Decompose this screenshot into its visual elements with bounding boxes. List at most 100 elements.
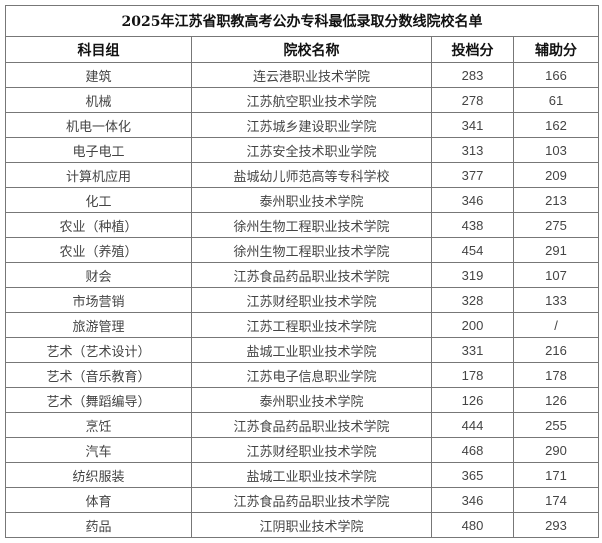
auxiliary-score-cell: 126 (512, 387, 600, 413)
admission-score-cell: 341 (431, 112, 514, 138)
admission-score-cell: 319 (431, 262, 514, 288)
auxiliary-score-cell: 61 (512, 87, 600, 113)
admission-score-cell: 480 (431, 512, 514, 538)
table-row: 市场营销 江苏财经职业技术学院 328 133 (5, 287, 600, 313)
admission-score-cell: 454 (431, 237, 514, 263)
admission-score-cell: 468 (431, 437, 514, 463)
subject-group-cell: 药品 (5, 512, 192, 538)
table-row: 财会 江苏食品药品职业技术学院 319 107 (5, 262, 600, 288)
admission-score-cell: 365 (431, 462, 514, 488)
auxiliary-score-cell: 291 (512, 237, 600, 263)
subject-group-cell: 市场营销 (5, 287, 192, 313)
school-name-cell: 江苏食品药品职业技术学院 (191, 487, 432, 513)
auxiliary-score-cell: 290 (512, 437, 600, 463)
auxiliary-score-cell: 209 (512, 162, 600, 188)
subject-group-cell: 艺术（艺术设计） (5, 337, 192, 363)
table-row: 机械 江苏航空职业技术学院 278 61 (5, 87, 600, 113)
subject-group-cell: 体育 (5, 487, 192, 513)
auxiliary-score-cell: / (512, 312, 600, 338)
auxiliary-score-cell: 255 (512, 412, 600, 438)
admission-score-cell: 178 (431, 362, 514, 388)
table-row: 机电一体化 江苏城乡建设职业学院 341 162 (5, 112, 600, 138)
subject-group-cell: 汽车 (5, 437, 192, 463)
auxiliary-score-cell: 171 (512, 462, 600, 488)
table-row: 化工 泰州职业技术学院 346 213 (5, 187, 600, 213)
admission-score-cell: 328 (431, 287, 514, 313)
admission-score-cell: 438 (431, 212, 514, 238)
auxiliary-score-cell: 216 (512, 337, 600, 363)
table-row: 农业（养殖） 徐州生物工程职业技术学院 454 291 (5, 237, 600, 263)
admission-score-cell: 346 (431, 187, 514, 213)
subject-group-cell: 机械 (5, 87, 192, 113)
school-name-cell: 江苏食品药品职业技术学院 (191, 412, 432, 438)
admission-score-table: 2025年江苏省职教高考公办专科最低录取分数线院校名单 科目组 院校名称 投档分… (4, 5, 600, 538)
admission-score-cell: 126 (431, 387, 514, 413)
auxiliary-score-cell: 275 (512, 212, 600, 238)
school-name-cell: 江苏食品药品职业技术学院 (191, 262, 432, 288)
table-row: 艺术（舞蹈编导） 泰州职业技术学院 126 126 (5, 387, 600, 413)
school-name-cell: 泰州职业技术学院 (191, 387, 432, 413)
table-row: 电子电工 江苏安全技术职业学院 313 103 (5, 137, 600, 163)
subject-group-cell: 化工 (5, 187, 192, 213)
school-name-cell: 江苏电子信息职业学院 (191, 362, 432, 388)
table-row: 汽车 江苏财经职业技术学院 468 290 (5, 437, 600, 463)
school-name-cell: 盐城幼儿师范高等专科学校 (191, 162, 432, 188)
admission-score-cell: 377 (431, 162, 514, 188)
table-row: 艺术（艺术设计） 盐城工业职业技术学院 331 216 (5, 337, 600, 363)
school-name-cell: 江苏财经职业技术学院 (191, 287, 432, 313)
subject-group-cell: 旅游管理 (5, 312, 192, 338)
table-row: 药品 江阴职业技术学院 480 293 (5, 512, 600, 538)
school-name-cell: 江苏航空职业技术学院 (191, 87, 432, 113)
subject-group-cell: 电子电工 (5, 137, 192, 163)
header-school-name: 院校名称 (191, 36, 432, 63)
table-row: 旅游管理 江苏工程职业技术学院 200/ (5, 312, 600, 338)
auxiliary-score-cell: 103 (512, 137, 600, 163)
auxiliary-score-cell: 133 (512, 287, 600, 313)
subject-group-cell: 艺术（舞蹈编导） (5, 387, 192, 413)
admission-score-cell: 313 (431, 137, 514, 163)
admission-score-cell: 283 (431, 62, 514, 88)
admission-score-cell: 331 (431, 337, 514, 363)
table-row: 建筑 连云港职业技术学院 283 166 (5, 62, 600, 88)
school-name-cell: 泰州职业技术学院 (191, 187, 432, 213)
subject-group-cell: 烹饪 (5, 412, 192, 438)
auxiliary-score-cell: 166 (512, 62, 600, 88)
table-row: 艺术（音乐教育） 江苏电子信息职业学院 178 178 (5, 362, 600, 388)
table-row: 体育 江苏食品药品职业技术学院 346 174 (5, 487, 600, 513)
admission-score-cell: 200 (431, 312, 514, 338)
school-name-cell: 徐州生物工程职业技术学院 (191, 212, 432, 238)
school-name-cell: 江苏城乡建设职业学院 (191, 112, 432, 138)
auxiliary-score-cell: 178 (512, 362, 600, 388)
school-name-cell: 连云港职业技术学院 (191, 62, 432, 88)
subject-group-cell: 财会 (5, 262, 192, 288)
auxiliary-score-cell: 213 (512, 187, 600, 213)
header-auxiliary-score: 辅助分 (512, 36, 600, 63)
table-title: 2025年江苏省职教高考公办专科最低录取分数线院校名单 (4, 5, 600, 37)
school-name-cell: 盐城工业职业技术学院 (191, 462, 432, 488)
subject-group-cell: 农业（养殖） (5, 237, 192, 263)
table-row: 烹饪 江苏食品药品职业技术学院 444 255 (5, 412, 600, 438)
header-admission-score: 投档分 (431, 36, 514, 63)
subject-group-cell: 计算机应用 (5, 162, 192, 188)
subject-group-cell: 农业（种植） (5, 212, 192, 238)
subject-group-cell: 机电一体化 (5, 112, 192, 138)
school-name-cell: 江苏安全技术职业学院 (191, 137, 432, 163)
admission-score-cell: 346 (431, 487, 514, 513)
auxiliary-score-cell: 174 (512, 487, 600, 513)
admission-score-cell: 278 (431, 87, 514, 113)
school-name-cell: 江阴职业技术学院 (191, 512, 432, 538)
table-row: 纺织服装 盐城工业职业技术学院 365 171 (5, 462, 600, 488)
school-name-cell: 江苏工程职业技术学院 (191, 312, 432, 338)
school-name-cell: 徐州生物工程职业技术学院 (191, 237, 432, 263)
auxiliary-score-cell: 162 (512, 112, 600, 138)
table-row: 农业（种植） 徐州生物工程职业技术学院 438 275 (5, 212, 600, 238)
auxiliary-score-cell: 293 (512, 512, 600, 538)
subject-group-cell: 建筑 (5, 62, 192, 88)
subject-group-cell: 纺织服装 (5, 462, 192, 488)
subject-group-cell: 艺术（音乐教育） (5, 362, 192, 388)
school-name-cell: 江苏财经职业技术学院 (191, 437, 432, 463)
school-name-cell: 盐城工业职业技术学院 (191, 337, 432, 363)
admission-score-cell: 444 (431, 412, 514, 438)
auxiliary-score-cell: 107 (512, 262, 600, 288)
header-subject-group: 科目组 (5, 36, 192, 63)
